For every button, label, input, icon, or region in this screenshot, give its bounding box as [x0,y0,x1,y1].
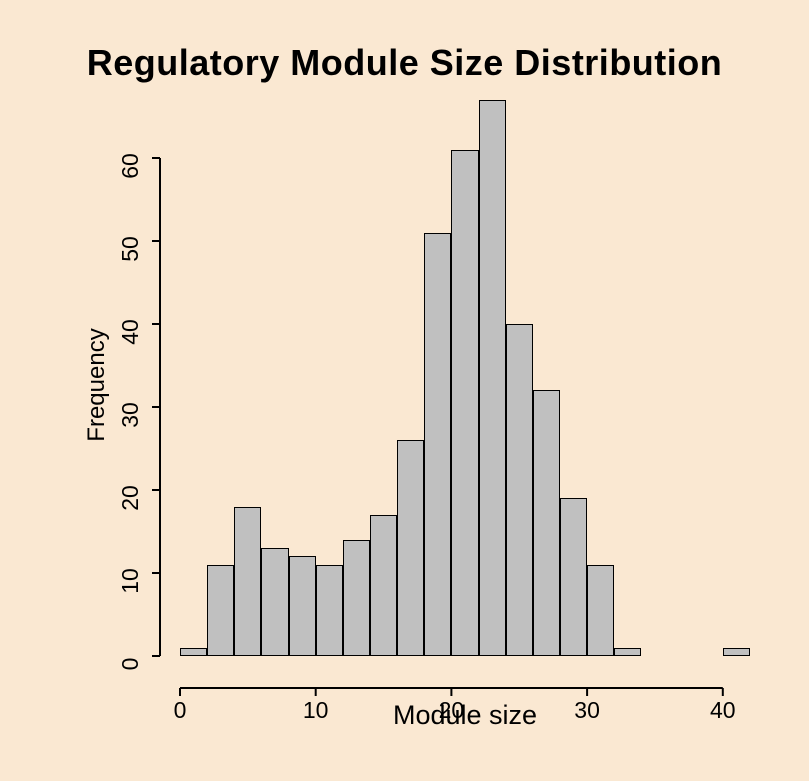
histogram-bar [478,99,506,656]
histogram-bar [180,647,208,656]
histogram-bar [369,514,398,656]
y-tick-label: 30 [117,402,143,428]
y-axis-title: Frequency [83,328,110,442]
histogram-bar [342,539,370,656]
histogram-bar [397,440,425,656]
histogram-bar [532,390,560,656]
chart-title: Regulatory Module Size Distribution [86,42,723,83]
histogram-bar [614,647,642,656]
y-tick-label: 0 [117,658,143,671]
histogram-bar [315,564,343,656]
y-tick-label: 50 [117,236,143,262]
y-tick-label: 40 [117,319,143,345]
histogram-bar [207,564,235,656]
y-tick-label: 20 [117,485,143,511]
histogram-bar [587,564,615,656]
y-tick-label: 60 [117,153,143,179]
histogram-bar [261,548,289,656]
histogram-bar [559,498,588,656]
histogram-bar [234,506,262,656]
histogram-bar [288,556,316,656]
histogram-bar [505,324,533,656]
y-tick-label: 10 [117,568,143,594]
histogram-bar [722,647,750,656]
histogram-bar [451,149,479,656]
x-axis-title: Module size [392,700,538,730]
histogram-bar [424,232,452,656]
